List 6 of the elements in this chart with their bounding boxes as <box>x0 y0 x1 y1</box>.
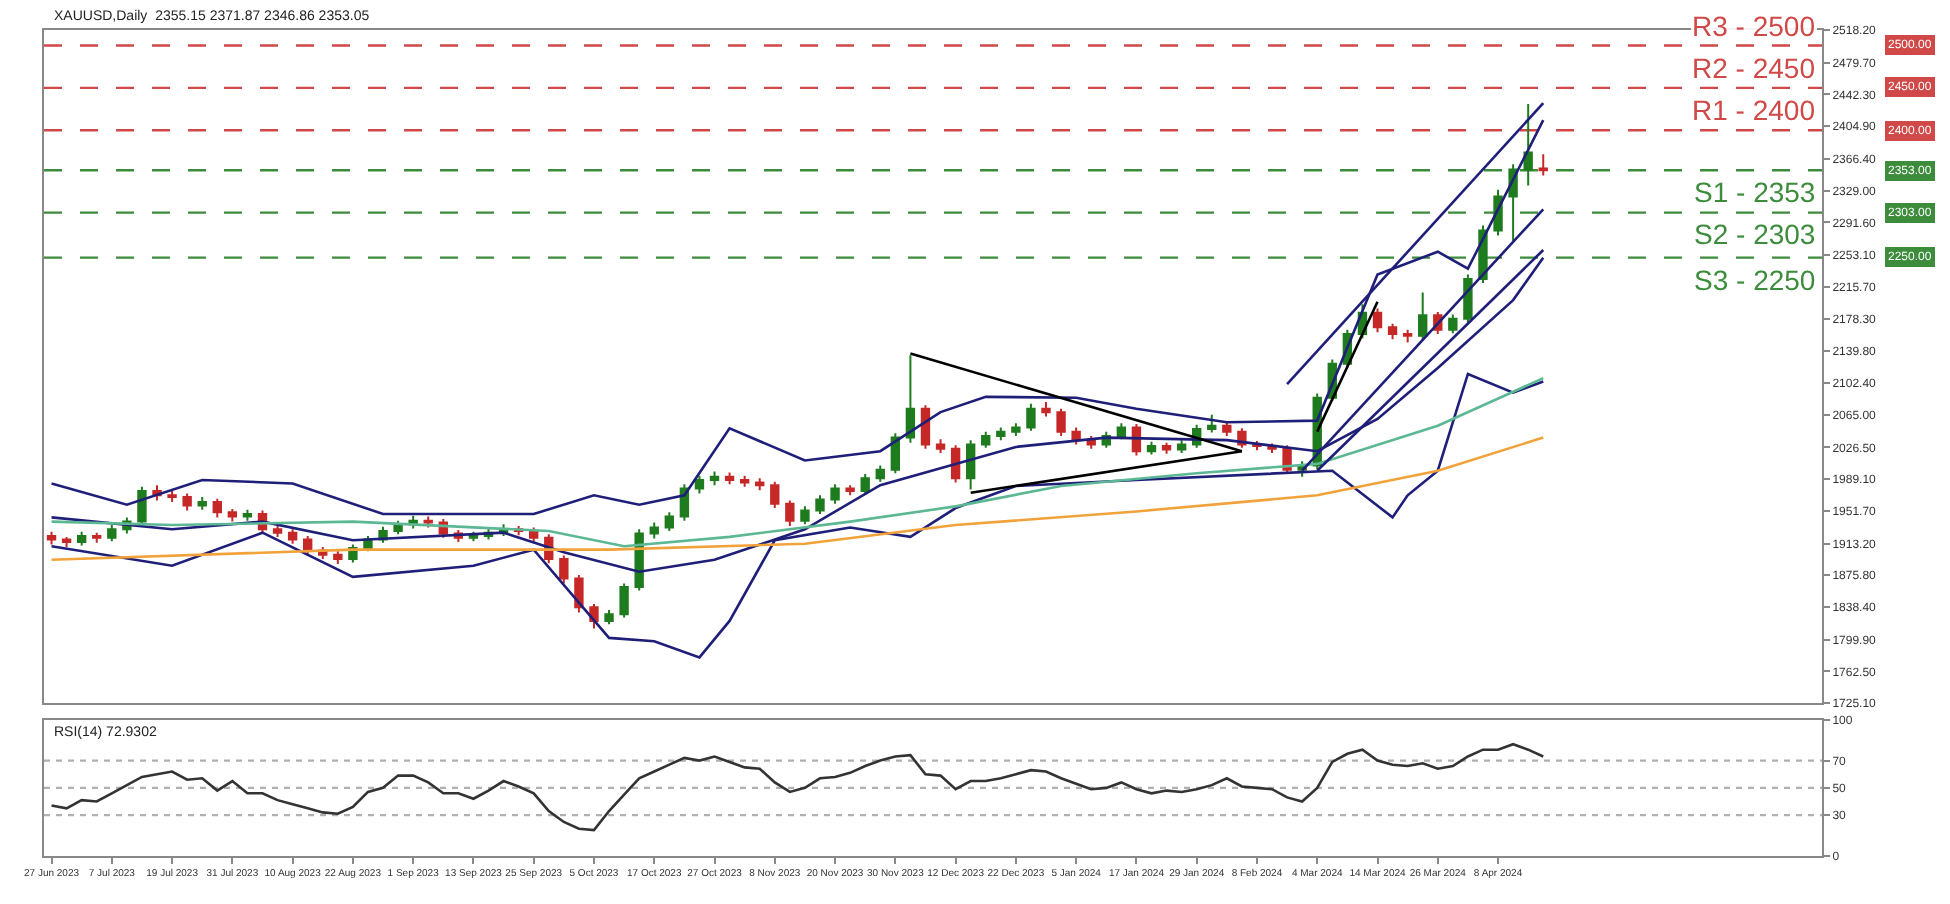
ref-line-label: S1 - 2353 <box>1694 176 1816 208</box>
ref-line-label: S2 - 2303 <box>1694 218 1816 250</box>
ref-line-label: R3 - 2500 <box>1692 10 1816 42</box>
ref-line-label: S3 - 2250 <box>1694 264 1816 296</box>
ref-line-label: R1 - 2400 <box>1692 94 1816 126</box>
ref-line-label: R2 - 2450 <box>1692 52 1816 84</box>
